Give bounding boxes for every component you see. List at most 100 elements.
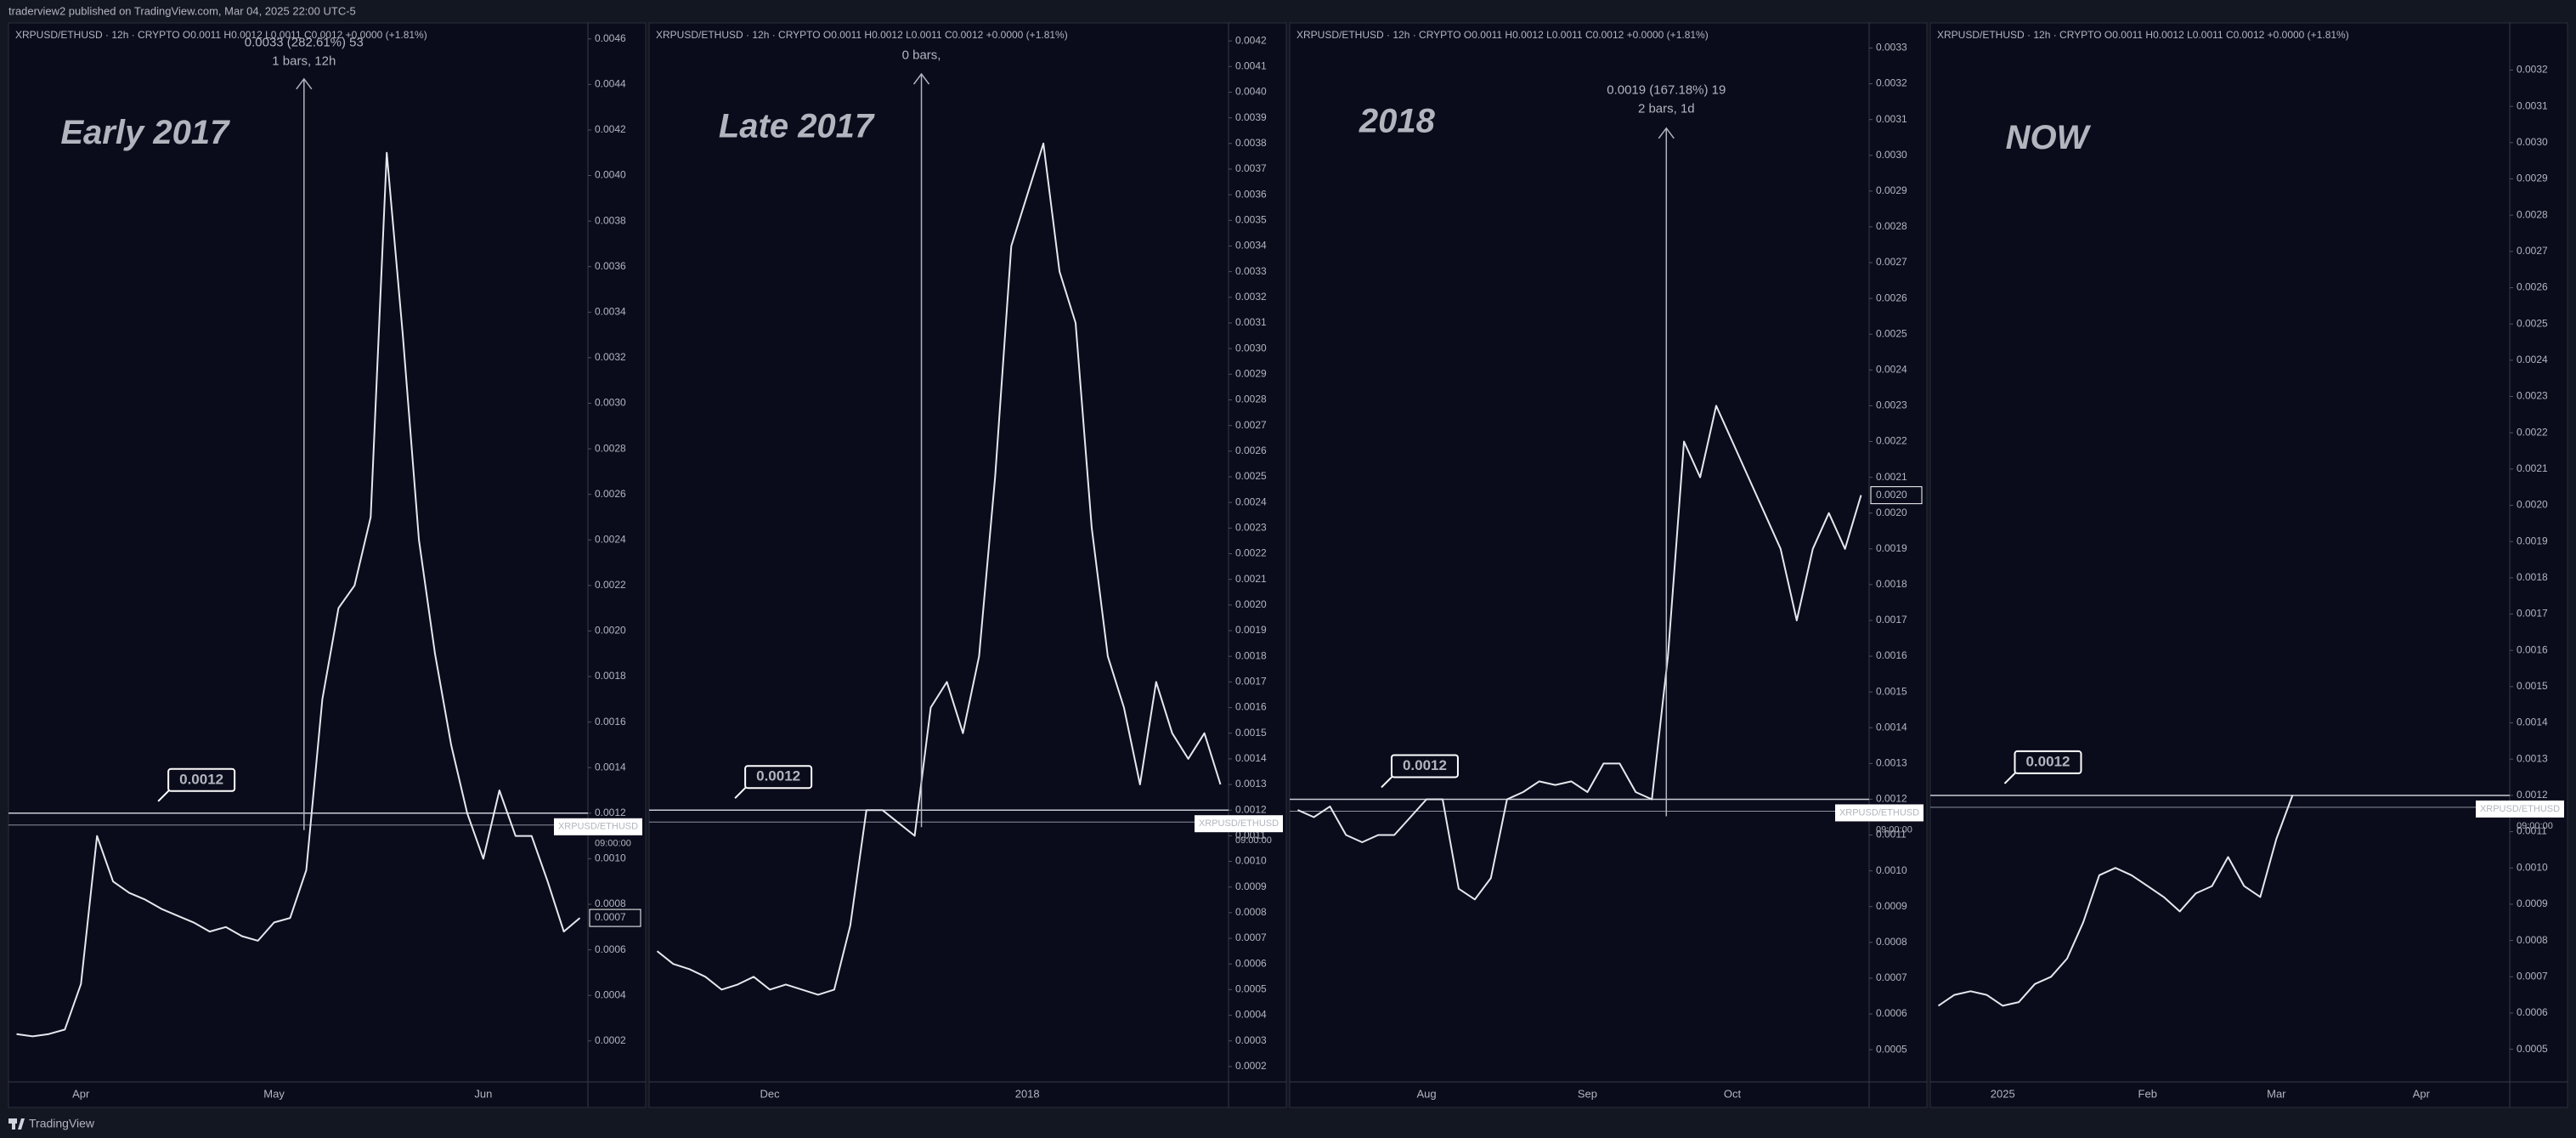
y-tick-label: 0.0017 — [2517, 608, 2548, 620]
y-tick-label: 0.0032 — [1876, 77, 1907, 89]
y-tick-label: 0.0012 — [1235, 803, 1267, 815]
y-tick-label: 0.0022 — [1235, 547, 1267, 559]
y-tick-label: 0.0027 — [2517, 245, 2548, 257]
chart-title: NOW — [2006, 119, 2092, 156]
price-line — [1937, 795, 2294, 1007]
chart-panel: 0.0002 0.0003 0.0004 0.0005 0.0006 0.0007 0.00… — [648, 22, 1287, 1108]
y-tick-label: 0.0030 — [1876, 149, 1907, 161]
y-tick-label: 0.0002 — [595, 1034, 626, 1046]
y-tick-label: 0.0022 — [1876, 435, 1907, 447]
y-tick-label: 0.0014 — [2517, 716, 2548, 728]
y-tick-label: 0.0027 — [1235, 419, 1267, 431]
y-tick-label: 0.0028 — [1876, 220, 1907, 232]
x-tick-label: Oct — [1724, 1087, 1742, 1100]
plot-area — [1929, 22, 2568, 1108]
y-tick-label: 0.0009 — [2517, 897, 2548, 909]
y-tick-label: 0.0008 — [595, 897, 626, 909]
y-tick-label: 0.0034 — [595, 305, 626, 317]
y-tick-label: 0.0019 — [1235, 624, 1267, 636]
y-tick-label: 0.0026 — [595, 488, 626, 500]
y-tick-label: 0.0006 — [595, 943, 626, 955]
y-tick-label: 0.0027 — [1876, 256, 1907, 268]
y-tick-label: 0.0028 — [2517, 208, 2548, 220]
y-tick-label: 0.0003 — [1235, 1034, 1267, 1046]
chart-panel: 0.0005 0.0006 0.0007 0.0008 0.0009 0.0010 0.00… — [1929, 22, 2568, 1108]
y-tick-label: 0.0007 — [1235, 931, 1267, 943]
y-tick-label: 0.0006 — [1876, 1007, 1907, 1019]
y-tick-label: 0.0020 — [1876, 507, 1907, 518]
countdown: 09:00:00 — [1876, 824, 1912, 835]
y-tick-label: 0.0010 — [1235, 855, 1267, 867]
y-tick-label: 0.0033 — [1235, 265, 1267, 277]
chart-legend: XRPUSD/ETHUSD · 12h · CRYPTO O0.0011 H0.… — [15, 29, 427, 41]
price-line — [1297, 405, 1862, 901]
y-tick-label: 0.0029 — [1876, 184, 1907, 196]
y-tick-label: 0.0008 — [1876, 936, 1907, 948]
y-tick-label: 0.0034 — [1235, 240, 1267, 252]
measure-label: 2 bars, 1d — [1638, 101, 1695, 116]
y-tick-label: 0.0024 — [1235, 495, 1267, 507]
symbol-tag-box — [2476, 800, 2564, 818]
level-label-box — [167, 767, 236, 792]
y-tick-label: 0.0010 — [1876, 864, 1907, 876]
y-tick-label: 0.0023 — [1235, 522, 1267, 534]
y-tick-label: 0.0038 — [595, 214, 626, 226]
plot-area — [1289, 22, 1928, 1108]
y-tick-label: 0.0017 — [1876, 614, 1907, 626]
y-tick-label: 0.0026 — [2517, 281, 2548, 293]
y-tick-label: 0.0031 — [1876, 113, 1907, 125]
y-tick-label: 0.0006 — [1235, 957, 1267, 969]
symbol-tag: XRPUSD/ETHUSD — [1839, 807, 1919, 818]
brand: TradingView — [29, 1117, 95, 1130]
y-tick-label: 0.0021 — [1235, 573, 1267, 585]
y-tick-label: 0.0020 — [2517, 499, 2548, 511]
y-tick-label: 0.0013 — [2517, 752, 2548, 764]
y-tick-label: 0.0020 — [595, 625, 626, 637]
y-tick-label: 0.0024 — [595, 533, 626, 545]
chart-legend: XRPUSD/ETHUSD · 12h · CRYPTO O0.0011 H0.… — [1296, 29, 1709, 41]
measure-arrow-head — [1658, 127, 1675, 139]
y-tick-label: 0.0010 — [2517, 861, 2548, 873]
y-tick-label: 0.0024 — [2517, 354, 2548, 365]
y-tick-label: 0.0020 — [1235, 598, 1267, 610]
y-tick-label: 0.0023 — [2517, 390, 2548, 402]
y-tick-label: 0.0030 — [595, 397, 626, 409]
y-tick-label: 0.0018 — [2517, 571, 2548, 583]
x-tick-label: May — [263, 1087, 285, 1100]
y-tick-label: 0.0015 — [1235, 727, 1267, 739]
y-tick-label: 0.0026 — [1235, 444, 1267, 456]
y-tick-label: 0.0012 — [595, 807, 626, 818]
chart-legend: XRPUSD/ETHUSD · 12h · CRYPTO O0.0011 H0.… — [656, 29, 1068, 41]
y-tick-label: 0.0005 — [2517, 1043, 2548, 1055]
symbol-tag: XRPUSD/ETHUSD — [2480, 804, 2560, 814]
y-tick-label: 0.0033 — [1876, 42, 1907, 54]
measure-label: 0 bars, — [902, 48, 941, 63]
price-line — [16, 151, 581, 1038]
y-tick-label: 0.0016 — [1876, 649, 1907, 661]
symbol-tag-box — [554, 818, 642, 835]
y-tick-label: 0.0012 — [1876, 793, 1907, 805]
y-tick-label: 0.0019 — [2517, 535, 2548, 546]
symbol-tag-box — [1195, 815, 1283, 833]
y-tick-label: 0.0029 — [2517, 173, 2548, 184]
y-tick-label: 0.0014 — [1876, 721, 1907, 733]
price-line — [656, 142, 1222, 996]
chart-panel: 0.0002 0.0004 0.0006 0.0008 0.0010 0.0012 0.00… — [8, 22, 647, 1108]
y-tick-label: 0.0012 — [2517, 789, 2548, 801]
y-tick-label: 0.0009 — [1235, 880, 1267, 892]
y-tick-label: 0.0014 — [1235, 752, 1267, 764]
measure-label: 0.0033 (282.61%) 53 — [245, 35, 364, 49]
symbol-tag-box — [1835, 804, 1924, 822]
y-tick-label: 0.0002 — [1235, 1060, 1267, 1072]
chart-title: 2018 — [1359, 103, 1436, 140]
y-tick-label: 0.0030 — [2517, 136, 2548, 148]
x-tick-label: Sep — [1578, 1087, 1597, 1100]
y-tick-label: 0.0006 — [2517, 1006, 2548, 1018]
y-tick-label: 0.0016 — [2517, 643, 2548, 655]
y-tick-label: 0.0021 — [1876, 471, 1907, 483]
publish-info: traderview2 published on TradingView.com… — [8, 4, 356, 17]
y-tick-label: 0.0025 — [2517, 317, 2548, 329]
level-label: 0.0012 — [2025, 753, 2070, 769]
